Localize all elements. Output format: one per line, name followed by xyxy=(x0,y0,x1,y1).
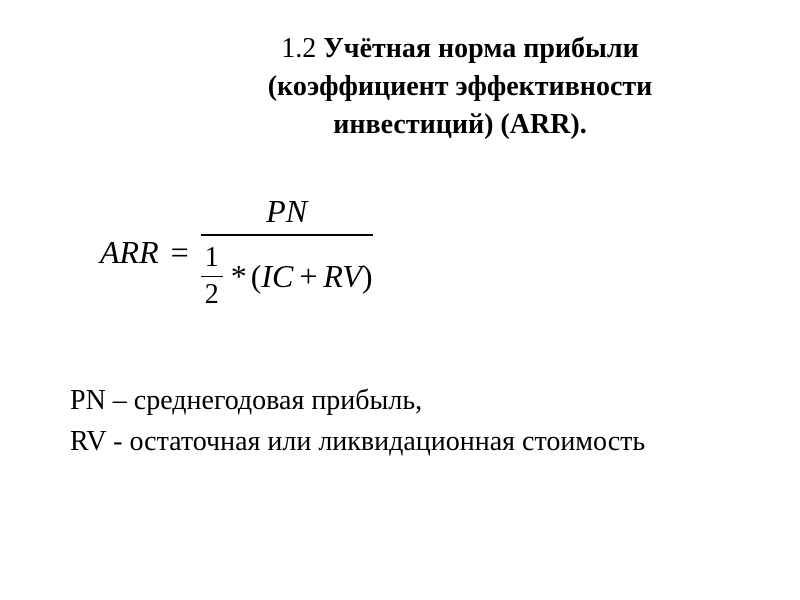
title-line-3: инвестиций) (ARR). xyxy=(160,106,760,144)
denom-plus: + xyxy=(299,258,317,294)
formula-denominator: 1 2 *(IC+RV) xyxy=(201,236,373,311)
definition-pn: PN – среднегодовая прибыль, xyxy=(70,381,760,422)
title-bold-1: Учётная норма прибыли xyxy=(323,33,639,64)
definitions-block: PN – среднегодовая прибыль, RV - остаточ… xyxy=(70,381,760,462)
formula-fraction: PN 1 2 *(IC+RV) xyxy=(201,193,373,311)
denom-var-rv: RV xyxy=(323,258,362,294)
formula-block: ARR = PN 1 2 *(IC+RV) xyxy=(100,193,760,311)
title-line-2: (коэффициент эффективности xyxy=(160,68,760,106)
denom-close-paren: ) xyxy=(362,258,373,294)
definition-rv: RV - остаточная или ликвидационная стоим… xyxy=(70,422,760,463)
denom-star: * xyxy=(231,258,247,294)
denom-expression: *(IC+RV) xyxy=(231,258,373,295)
formula-lhs: ARR xyxy=(100,234,159,271)
title-block: 1.2 Учётная норма прибыли (коэффициент э… xyxy=(160,30,760,143)
title-prefix: 1.2 xyxy=(281,33,323,64)
formula-numerator: PN xyxy=(206,193,367,234)
title-bold-2: (коэффициент эффективности xyxy=(268,71,653,102)
denom-open-paren: ( xyxy=(251,258,262,294)
formula-equals: = xyxy=(171,234,189,271)
slide-container: 1.2 Учётная норма прибыли (коэффициент э… xyxy=(0,0,800,600)
inner-fraction: 1 2 xyxy=(201,242,223,311)
denom-var-ic: IC xyxy=(261,258,293,294)
title-line-1: 1.2 Учётная норма прибыли xyxy=(160,30,760,68)
title-bold-3: инвестиций) (ARR). xyxy=(333,109,587,140)
inner-frac-denom: 2 xyxy=(205,277,219,311)
inner-frac-num: 1 xyxy=(201,242,223,276)
